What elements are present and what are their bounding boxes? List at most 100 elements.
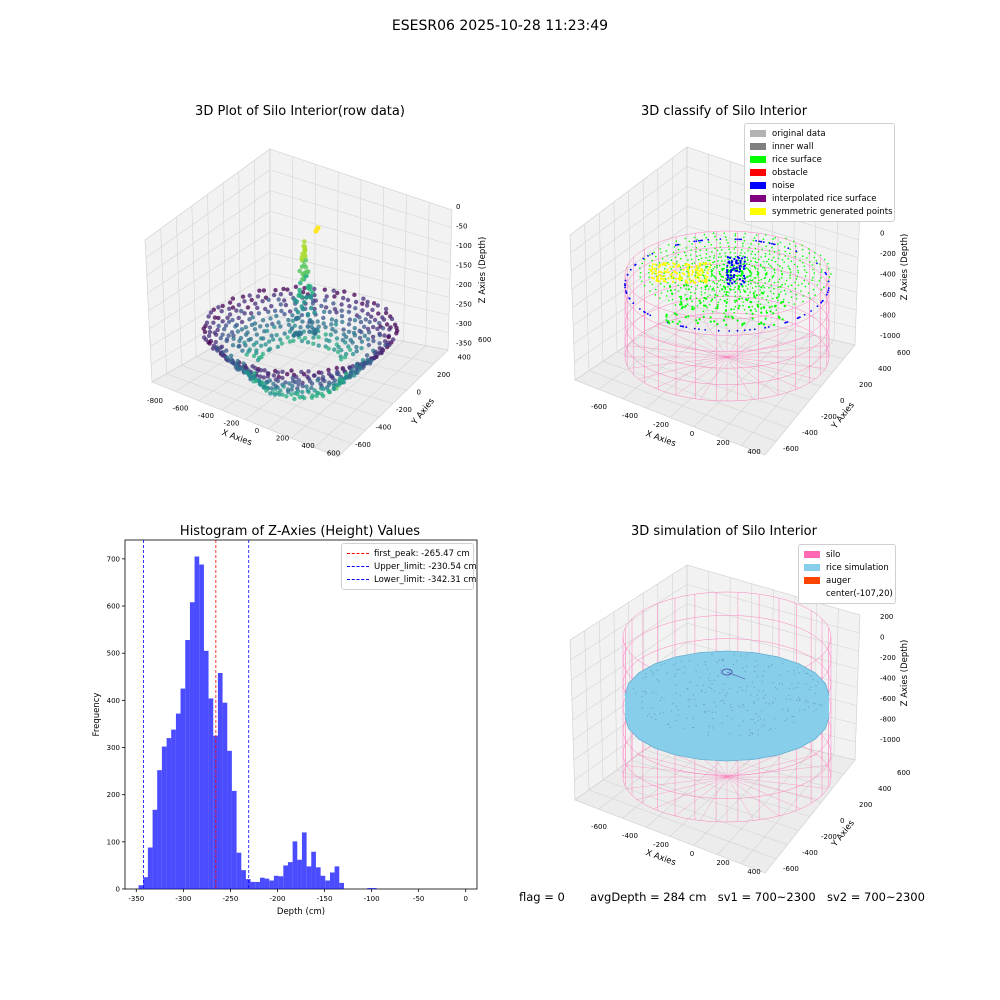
histogram-bar [315,867,321,889]
surface-texture [799,672,801,674]
data-point [256,311,262,316]
rice-surface-point [703,277,706,279]
rice-surface-point [712,311,714,313]
surface-texture [782,708,784,710]
symmetric-point [669,265,672,269]
rice-surface-point [777,243,779,245]
data-point [313,298,318,303]
data-point [357,367,362,372]
rice-surface-point [700,257,703,260]
z-tick-label: -300 [456,320,472,328]
data-point [224,348,229,353]
x-tick-label: -250 [222,895,238,903]
noise-point [726,269,729,272]
rice-surface-point [748,263,750,266]
symmetric-point [708,266,711,269]
surface-texture [819,704,821,706]
rice-surface-point [674,281,676,284]
rice-surface-point [801,283,803,285]
surface-texture [762,690,764,692]
surface-texture [805,672,807,675]
rice-surface-point [764,255,767,258]
grid-line [146,190,271,276]
rice-surface-point [695,319,698,322]
rice-surface-point [794,263,796,266]
rice-surface-point [818,279,821,282]
rice-surface-point [705,257,707,259]
noise-point [738,270,741,273]
rice-surface-point [763,291,765,293]
y-tick-label: -400 [802,849,818,857]
rice-surface-point [700,294,703,296]
silo-wireframe [674,776,728,817]
rice-surface-point [781,259,784,261]
data-point [208,310,214,315]
rice-surface-point [730,266,732,268]
rice-surface-point [777,264,779,266]
symmetric-point [670,272,673,275]
rice-surface-point [789,271,792,273]
data-point [295,309,301,315]
rice-surface-point [742,304,744,307]
rice-surface-point [702,300,705,302]
data-point [367,319,372,325]
rice-surface-point [701,274,704,276]
data-point [247,317,252,322]
data-point [394,325,399,330]
rice-surface-point [679,266,682,269]
rice-surface-point [734,286,736,288]
data-point [299,264,305,269]
histogram-chart: -350 -300 -250 -200 -150 -100 -50 0010020030040… [92,539,478,917]
symmetric-point [677,277,680,280]
symmetric-point [698,280,701,283]
rice-surface-point [734,255,737,258]
histogram-bar [264,878,270,889]
histogram-bar [245,879,251,889]
noise-point [634,263,637,266]
rice-surface-point [737,307,740,310]
data-point [215,348,220,353]
surface-texture [807,701,809,703]
surface-texture [688,705,690,707]
rice-surface-point [687,288,690,291]
silo-wireframe [628,345,728,358]
data-point [315,378,320,383]
symmetric-point [650,276,653,279]
y-tick-label: 200 [859,801,872,809]
rice-surface-point [727,295,729,297]
noise-point [624,279,627,282]
surface-texture [721,659,723,661]
noise-point [740,283,743,286]
surface-texture [753,703,755,705]
rice-surface-point [812,288,815,291]
rice-surface-point [648,265,651,267]
data-point [302,239,307,244]
rice-surface-point [816,284,819,286]
silo-wireframe [626,765,728,778]
symmetric-point [660,275,663,278]
rice-surface-point [714,293,717,296]
surface-texture [805,683,807,685]
legend-label: Upper_limit: -230.54 cm [374,561,477,572]
rice-surface-point [656,264,658,266]
rice-surface-point [703,233,706,236]
data-point [227,306,232,311]
data-point [204,320,210,325]
rice-surface-point [805,271,808,274]
symmetric-point [679,277,682,280]
surface-texture [632,688,634,690]
y-tick-label: 500 [107,650,120,658]
surface-texture [642,690,644,692]
surface-texture [708,725,710,727]
x-tick-label: 0 [690,430,694,438]
surface-texture [763,719,765,721]
rice-surface-point [755,285,757,288]
symmetric-point [671,280,675,283]
rice-surface-point [760,307,763,310]
surface-texture [711,653,713,655]
data-point [261,375,266,380]
rice-surface-point [696,255,698,257]
data-point [334,365,339,371]
surface-texture [815,708,817,711]
data-point [302,248,308,253]
